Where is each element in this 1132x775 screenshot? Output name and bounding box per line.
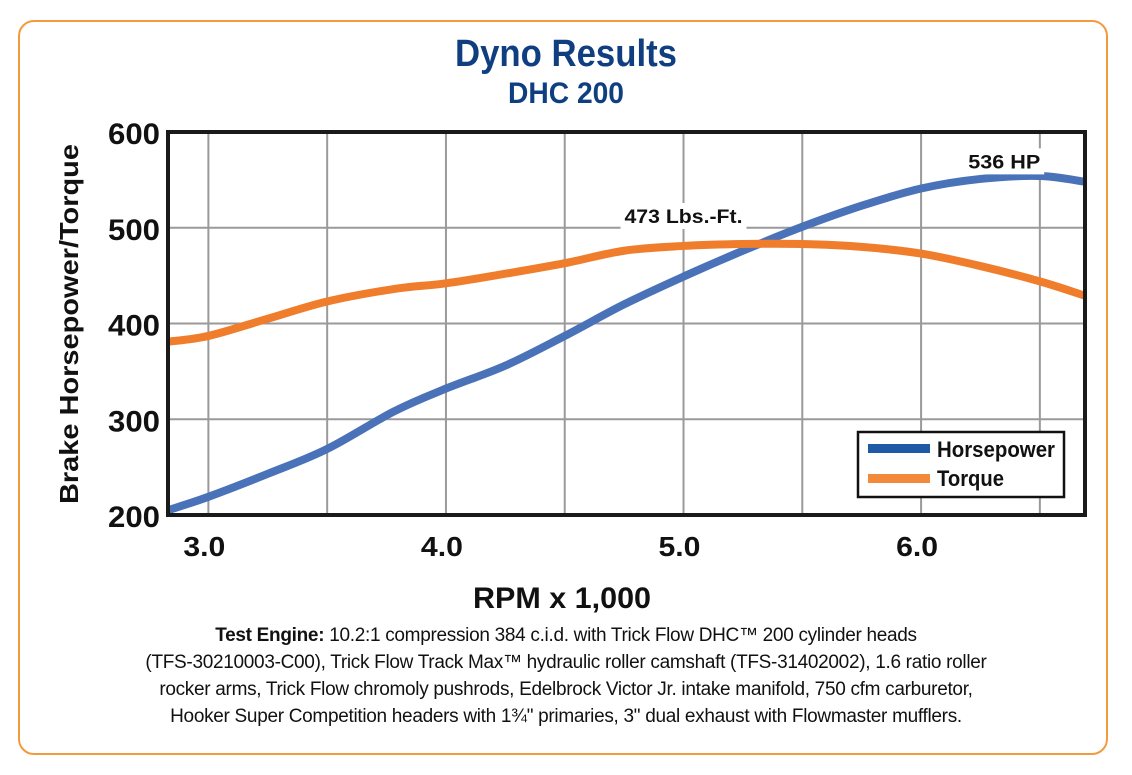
caption-line-4: Hooker Super Competition headers with 1¾… [170, 706, 962, 727]
series-group [166, 171, 1087, 515]
series-line-horsepower [166, 171, 1086, 515]
y-tick-label: 300 [108, 405, 160, 438]
legend-label-torque: Torque [937, 466, 1004, 491]
y-tick-label: 400 [108, 310, 160, 343]
legend: Horsepower Torque [856, 430, 1066, 499]
y-tick-labels: 200 300 400 500 600 [108, 118, 160, 534]
annotations: 536 HP 473 Lbs.-Ft. [620, 148, 1045, 229]
test-engine-caption: Test Engine: 10.2:1 compression 384 c.i.… [60, 622, 1072, 730]
x-tick-label: 5.0 [659, 531, 701, 562]
caption-line-3: rocker arms, Trick Flow chromoly pushrod… [159, 679, 973, 700]
x-tick-labels: 3.0 4.0 5.0 6.0 [183, 531, 938, 562]
chart-title: Dyno Results [455, 33, 677, 75]
annotation-label: 536 HP [968, 152, 1040, 173]
annotation-bg [964, 148, 1045, 175]
x-tick-label: 6.0 [896, 531, 938, 562]
caption-line-1: 10.2:1 compression 384 c.i.d. with Trick… [324, 625, 917, 646]
legend-label-horsepower: Horsepower [937, 437, 1055, 462]
y-tick-label: 200 [108, 501, 160, 534]
x-tick-label: 4.0 [421, 531, 463, 562]
x-axis-label: RPM x 1,000 [473, 582, 651, 615]
annotation-bg [620, 202, 747, 229]
annotation-label: 473 Lbs.-Ft. [625, 207, 743, 228]
legend-swatch-torque [868, 474, 930, 483]
plot-border [166, 130, 1087, 517]
y-tick-label: 500 [108, 214, 160, 247]
caption-line-2: (TFS-30210003-C00), Trick Flow Track Max… [145, 652, 987, 673]
caption-label: Test Engine: [215, 625, 325, 646]
y-axis-label: Brake Horsepower/Torque [54, 144, 84, 504]
series-line-torque [167, 239, 1087, 346]
y-tick-label: 600 [108, 118, 160, 151]
chart-subtitle: DHC 200 [508, 77, 624, 110]
x-tick-label: 3.0 [183, 531, 225, 562]
chart-frame [18, 20, 1108, 755]
legend-swatch-horsepower [868, 444, 930, 453]
